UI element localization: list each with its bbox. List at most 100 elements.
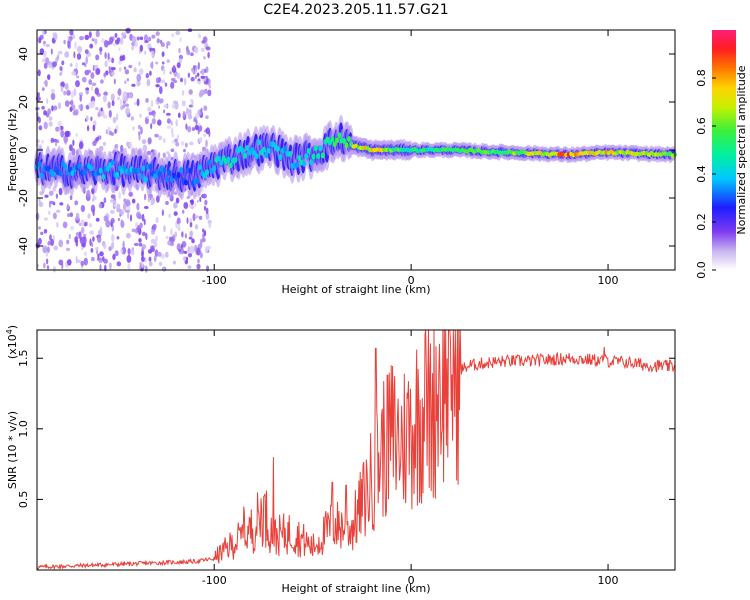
spectrogram-noise-speckle: [201, 68, 205, 76]
spectrogram-ridge-core: [179, 167, 184, 174]
spectrogram-noise-speckle: [66, 90, 71, 96]
spectrogram-noise-speckle: [196, 199, 199, 203]
spectrogram-noise-speckle: [90, 116, 93, 122]
spectrogram-noise-speckle: [171, 127, 174, 135]
snr-ytick-label: 1.0: [17, 420, 30, 438]
spectrogram-noise-speckle: [78, 231, 82, 239]
spectrogram-noise-speckle: [178, 248, 181, 253]
spectrogram-noise-speckle: [190, 205, 195, 210]
spectrogram-noise-speckle: [158, 261, 163, 266]
spectrogram-noise-speckle: [75, 133, 78, 137]
spectrogram-ridge-core: [309, 159, 314, 166]
spectrogram-noise-speckle: [98, 145, 104, 152]
spectrogram-noise-speckle: [95, 137, 100, 142]
spectrogram-noise-speckle: [144, 257, 147, 263]
spectrogram-noise-speckle: [141, 256, 145, 262]
spectrogram-noise-speckle: [141, 231, 146, 237]
spectrogram-noise-speckle: [100, 79, 104, 84]
spectrogram-noise-speckle: [68, 234, 71, 239]
spectrogram-noise-speckle: [55, 126, 60, 132]
spectrogram-noise-speckle: [183, 250, 188, 254]
spectrogram-noise-speckle: [175, 119, 178, 127]
spectrogram-noise-speckle: [158, 105, 161, 109]
spectrogram-noise-speckle: [84, 34, 90, 41]
spectrogram-noise-speckle: [55, 193, 59, 199]
spectrogram-noise-speckle: [95, 217, 100, 222]
spectrogram-noise-speckle: [92, 236, 95, 242]
spectrogram-noise-speckle: [174, 138, 178, 143]
spectrogram-noise-speckle: [187, 253, 193, 258]
spectrogram-noise-speckle: [148, 36, 152, 42]
snr-panel: -100 0 100 0.5 1.0 1.5 Height of straight lin…: [5, 325, 676, 595]
spectrogram-noise-speckle: [200, 107, 203, 113]
spectrogram-noise-speckle: [166, 59, 170, 63]
colorbar-tick-label: 0.2: [695, 213, 708, 231]
spectrogram-noise-speckle: [201, 40, 205, 44]
spectrogram-noise-speckle: [103, 243, 107, 250]
spectrogram-noise-speckle: [122, 91, 128, 99]
spectrogram-noise-speckle: [194, 202, 197, 207]
spectrogram-noise-speckle: [91, 242, 94, 248]
spectrogram-noise-speckle: [42, 245, 47, 249]
spectrogram-ridge-core: [98, 167, 103, 174]
spectrogram-noise-speckle: [86, 69, 91, 74]
spectrogram-noise-speckle: [120, 219, 124, 226]
spectrogram-noise-speckle: [157, 119, 162, 126]
spectrogram-noise-speckle: [78, 92, 84, 97]
spectrogram-noise-speckle: [145, 73, 149, 79]
spectrogram-noise-speckle: [159, 86, 163, 95]
spectrogram-noise-speckle: [74, 200, 79, 206]
spectrogram-noise-speckle: [166, 125, 172, 129]
spectrogram-noise-speckle: [48, 190, 54, 196]
spectrogram-ridge-core: [212, 165, 217, 172]
spectrogram-noise-speckle: [192, 65, 196, 69]
spectrogram-ridge-core: [136, 167, 141, 174]
spectrogram-noise-speckle: [194, 46, 199, 54]
spectrogram-noise-speckle: [148, 111, 153, 116]
spectrogram-noise-speckle: [200, 75, 206, 79]
spectrogram-noise-speckle: [83, 251, 88, 256]
spectrogram-noise-speckle: [80, 205, 86, 212]
spectrogram-noise-speckle: [125, 27, 131, 34]
spectrogram-noise-speckle: [200, 47, 205, 52]
spectrogram-noise-speckle: [166, 118, 171, 124]
spectrogram-noise-speckle: [61, 60, 65, 66]
spectrogram-noise-speckle: [194, 124, 199, 131]
spectrogram-ridge-core: [122, 164, 127, 171]
spectrogram-noise-speckle: [50, 48, 53, 55]
spectrogram-noise-speckle: [92, 124, 96, 132]
spectrogram-noise-speckle: [190, 52, 194, 57]
spectrogram-noise-speckle: [197, 258, 200, 264]
spectrogram-noise-speckle: [114, 250, 119, 257]
spectrogram-noise-speckle: [198, 215, 203, 220]
spectrogram-noise-speckle: [93, 65, 97, 70]
spectrogram-noise-speckle: [107, 101, 111, 109]
spectrogram-ytick-label: 0: [17, 147, 30, 154]
spectrogram-noise-speckle: [153, 241, 158, 248]
spectrogram-ridge-core: [226, 156, 231, 163]
spectrogram-ridge-core: [335, 137, 340, 144]
spectrogram-ridge-core: [37, 161, 42, 168]
spectrogram-noise-speckle: [48, 121, 53, 127]
spectrogram-noise-speckle: [59, 66, 63, 71]
spectrogram-noise-speckle: [67, 40, 71, 49]
spectrogram-noise-speckle: [184, 77, 187, 86]
spectrogram-noise-speckle: [160, 79, 166, 84]
spectrogram-noise-speckle: [173, 211, 178, 216]
spectrogram-ticks: -100 0 100 -40 -20 0 20 40: [17, 30, 675, 287]
spectrogram-noise-speckle: [108, 130, 113, 136]
spectrogram-noise-speckle: [108, 246, 112, 252]
spectrogram-noise-speckle: [154, 133, 159, 138]
spectrogram-noise-speckle: [203, 56, 206, 60]
spectrogram-noise-speckle: [132, 126, 135, 131]
spectrogram-noise-speckle: [183, 148, 186, 153]
spectrogram-ridge-core: [143, 176, 148, 183]
spectrogram-ridge-core: [332, 141, 337, 148]
spectrogram-noise-speckle: [131, 35, 136, 44]
spectrogram-noise-speckle: [199, 196, 202, 202]
spectrogram-noise-speckle: [104, 52, 107, 59]
spectrogram-noise-speckle: [208, 222, 212, 229]
spectrogram-noise-speckle: [67, 213, 70, 218]
spectrogram-noise-speckle: [187, 246, 190, 253]
spectrogram-noise-speckle: [165, 235, 169, 240]
